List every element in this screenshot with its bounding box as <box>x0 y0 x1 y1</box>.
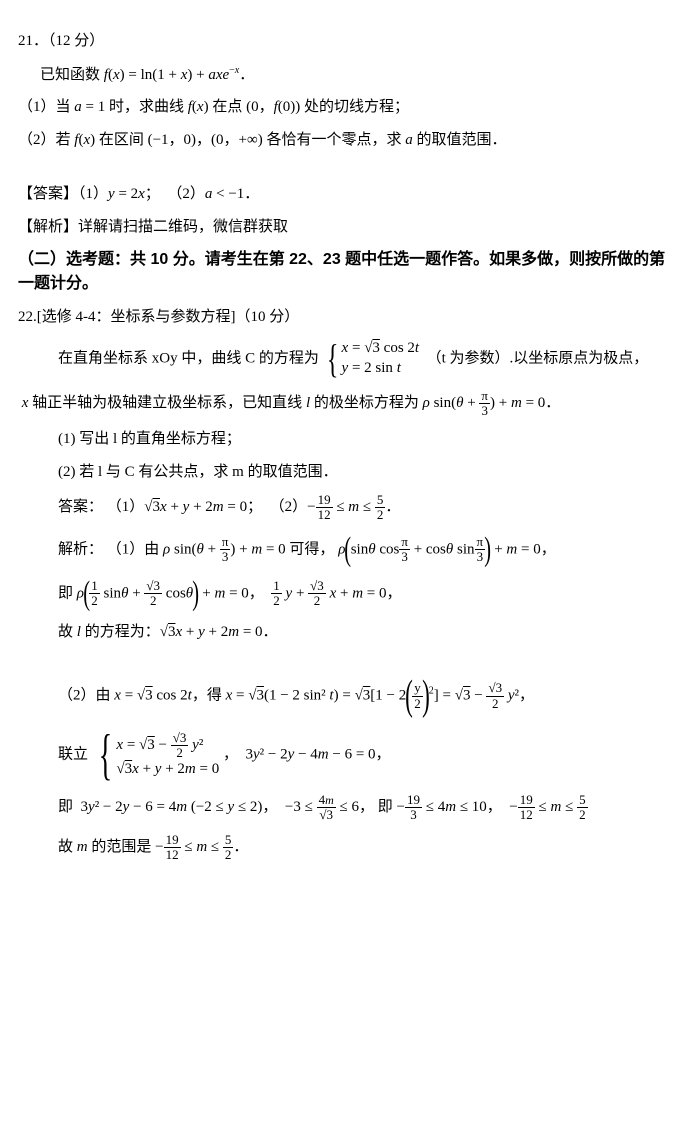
q22-answer: 答案： （1）√3x + y + 2m = 0； （2）−1912 ≤ m ≤ … <box>18 493 675 523</box>
q22-sol-1: 解析： （1）由 ρ sin(θ + π3) + m = 0 可得， ρ(sin… <box>18 533 675 567</box>
q22-sol-4: （2）由 x = √3 cos 2t，得 x = √3(1 − 2 sin² t… <box>18 675 675 717</box>
q21-p2: （2）若 f(x) 在区间 (−1，0)，(0，+∞) 各恰有一个零点，求 a … <box>18 129 675 152</box>
q22-sol-3: 故 l 的方程为：√3x + y + 2m = 0． <box>18 621 675 644</box>
q22-stem2: x 轴正半轴为极轴建立极坐标系，已知直线 l 的极坐标方程为 ρ sin(θ +… <box>18 389 675 419</box>
q22-p2: (2) 若 l 与 C 有公共点，求 m 的取值范围． <box>18 461 675 484</box>
q22-sol-7: 故 m 的范围是 −1912 ≤ m ≤ 52． <box>18 833 675 863</box>
q22-p1: (1) 写出 l 的直角坐标方程； <box>18 428 675 451</box>
left-brace-icon: { <box>326 339 338 379</box>
q22-stem-prefix: 在直角坐标系 xOy 中，曲线 C 的方程为 <box>58 350 319 366</box>
s5-res: ， 3y² − 2y − 4m − 6 = 0， <box>223 747 391 763</box>
q21-answer: 【答案】（1）y = 2x； （2）a < −1． <box>18 183 675 206</box>
ans-label: 【答案】 <box>18 186 78 202</box>
sol-label: 解析： <box>58 541 103 557</box>
lianli-label: 联立 <box>58 747 88 763</box>
sol-body: 详解请扫描二维码，微信群获取 <box>78 219 288 235</box>
q22-sol-5: 联立 { x = √3 − √32 y² √3x + y + 2m = 0 ， … <box>18 727 675 783</box>
q22-stem: 在直角坐标系 xOy 中，曲线 C 的方程为 { x = √3 cos 2t y… <box>18 339 675 379</box>
q21-stem-text: 已知函数 f(x) = ln(1 + x) + axe−x． <box>40 67 254 83</box>
system-eq: x = √3 − √32 y² √3x + y + 2m = 0 <box>116 731 219 780</box>
q21-stem: 已知函数 f(x) = ln(1 + x) + axe−x． <box>18 63 675 87</box>
q21-p1: （1）当 a = 1 时，求曲线 f(x) 在点 (0，f(0)) 处的切线方程… <box>18 96 675 119</box>
q22-sol-2: 即 ρ(12 sinθ + √32 cosθ) + m = 0， 12 y + … <box>18 577 675 611</box>
q22-sol-6: 即 3y² − 2y − 6 = 4m (−2 ≤ y ≤ 2)， −3 ≤ 4… <box>18 793 675 823</box>
q22-stem-suffix: （t 为参数）.以坐标原点为极点， <box>427 350 649 366</box>
q21-header: 21．（12 分） <box>18 30 675 53</box>
q22-header: 22.[选修 4-4：坐标系与参数方程]（10 分） <box>18 306 675 329</box>
q21-solution: 【解析】详解请扫描二维码，微信群获取 <box>18 216 675 239</box>
curve-params: x = √3 cos 2t y = 2 sin t <box>342 339 420 378</box>
left-brace-icon: { <box>98 727 111 783</box>
sol-label: 【解析】 <box>18 219 78 235</box>
ans-label: 答案： <box>58 499 103 515</box>
section2-title: （二）选考题：共 10 分。请考生在第 22、23 题中任选一题作答。如果多做，… <box>18 248 675 296</box>
